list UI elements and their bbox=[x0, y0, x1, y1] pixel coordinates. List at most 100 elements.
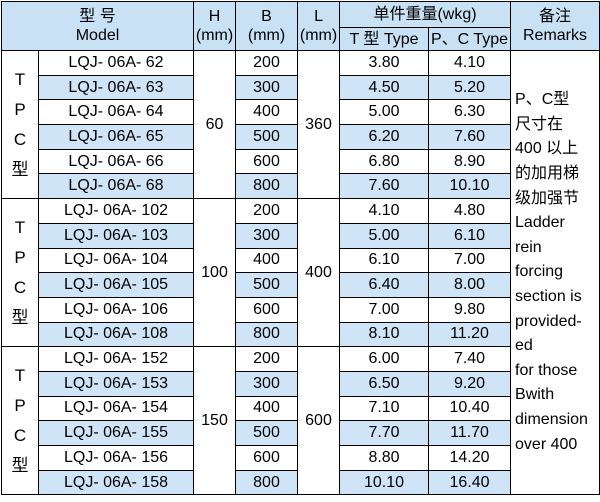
model-cell: LQJ- 06A- 152 bbox=[37, 346, 195, 372]
group-label-line: C bbox=[13, 277, 27, 297]
remarks-header: 备注 Remarks bbox=[510, 1, 600, 51]
table-row: LQJ- 06A- 156 600 8.80 14.20 bbox=[2, 445, 600, 471]
pc-weight-cell: 9.20 bbox=[428, 370, 512, 397]
model-cell: LQJ- 06A- 63 bbox=[37, 74, 195, 101]
table-row: LQJ- 06A- 63 300 4.50 5.20 bbox=[2, 74, 600, 101]
t-weight-cell: 6.20 bbox=[339, 124, 430, 150]
model-header: 型 号 Model bbox=[0, 1, 195, 51]
header-text: Remarks bbox=[523, 27, 588, 44]
b-cell: 400 bbox=[235, 99, 299, 126]
remarks-line: dimension bbox=[515, 410, 588, 428]
t-weight-cell: 4.50 bbox=[339, 74, 430, 101]
table-row: LQJ- 06A- 66 600 6.80 8.90 bbox=[2, 148, 600, 175]
remarks-line: section is bbox=[515, 287, 582, 305]
table-row: LQJ- 06A- 68 800 7.60 10.10 bbox=[2, 173, 600, 200]
table-row: LQJ- 06A- 105 500 6.40 8.00 bbox=[2, 272, 600, 298]
remarks-line: 的加用梯 bbox=[515, 165, 580, 183]
b-header: B (mm) bbox=[235, 1, 299, 51]
table-row: LQJ- 06A- 153 300 6.50 9.20 bbox=[2, 370, 600, 397]
table-row: T P C 型 LQJ- 06A- 152 150 200 600 6.00 7.40 bbox=[1, 346, 600, 496]
table-header: 型 号 Model H (mm) B (mm) L (mm) 单件重量(wkg) 备注 R… bbox=[0, 1, 600, 51]
pc-weight-cell: 16.40 bbox=[428, 469, 512, 496]
t-weight-cell: 8.10 bbox=[339, 321, 430, 348]
model-cell: LQJ- 06A- 102 bbox=[37, 198, 195, 224]
pc-weight-cell: 11.20 bbox=[428, 321, 512, 348]
b-cell: 300 bbox=[235, 222, 299, 249]
remarks-line: over 400 bbox=[515, 435, 578, 453]
header-text: (mm) bbox=[299, 27, 338, 44]
group-label-line: T bbox=[14, 365, 26, 385]
model-cell: LQJ- 06A- 62 bbox=[37, 50, 195, 76]
table-row: LQJ- 06A- 106 600 7.00 9.80 bbox=[2, 296, 600, 323]
pc-weight-cell: 8.00 bbox=[428, 272, 512, 298]
b-cell: 600 bbox=[235, 296, 299, 323]
header-text: B bbox=[261, 8, 272, 25]
t-weight-cell: 4.10 bbox=[339, 198, 430, 224]
t-weight-cell: 3.80 bbox=[339, 50, 430, 76]
remarks-line: provided- bbox=[515, 312, 582, 330]
header-text: 备注 bbox=[539, 8, 572, 25]
header-text: L bbox=[314, 8, 323, 25]
b-cell: 800 bbox=[235, 469, 299, 496]
t-weight-cell: 8.80 bbox=[339, 445, 430, 471]
t-weight-cell: 6.00 bbox=[339, 346, 430, 372]
table-row: LQJ- 06A- 158 800 10.10 16.40 bbox=[2, 469, 600, 496]
b-cell: 600 bbox=[235, 445, 299, 471]
remarks-line: ed bbox=[515, 337, 533, 355]
header-text: 型 号 bbox=[79, 8, 116, 25]
group-label-line: P bbox=[14, 395, 26, 415]
t-weight-cell: 5.00 bbox=[339, 222, 430, 249]
l-header: L (mm) bbox=[297, 1, 341, 51]
b-cell: 400 bbox=[235, 247, 299, 274]
pc-weight-cell: 7.00 bbox=[428, 247, 512, 274]
model-cell: LQJ- 06A- 64 bbox=[37, 99, 195, 126]
t-weight-cell: 6.80 bbox=[339, 148, 430, 175]
pc-weight-cell: 7.40 bbox=[428, 346, 512, 372]
model-cell: LQJ- 06A- 105 bbox=[37, 272, 195, 298]
header-text: (mm) bbox=[195, 27, 234, 44]
model-cell: LQJ- 06A- 106 bbox=[37, 296, 195, 323]
model-cell: LQJ- 06A- 103 bbox=[37, 222, 195, 249]
group-label-line: T bbox=[14, 217, 26, 237]
header-text: H bbox=[208, 8, 221, 25]
table-row: LQJ- 06A- 154 400 7.10 10.40 bbox=[2, 395, 600, 422]
l-cell: 360 bbox=[297, 49, 341, 200]
model-cell: LQJ- 06A- 104 bbox=[37, 247, 195, 274]
l-cell: 600 bbox=[297, 346, 341, 496]
pc-weight-cell: 14.20 bbox=[428, 445, 512, 471]
pc-weight-cell: 6.30 bbox=[428, 99, 512, 126]
b-cell: 500 bbox=[235, 420, 299, 446]
pc-weight-cell: 11.70 bbox=[428, 420, 512, 446]
group-label-line: 型 bbox=[11, 307, 29, 327]
model-cell: LQJ- 06A- 158 bbox=[37, 469, 195, 496]
remarks-line: P、C型 bbox=[515, 91, 570, 109]
pc-weight-cell: 10.10 bbox=[428, 173, 512, 200]
b-cell: 800 bbox=[235, 173, 299, 200]
group-label-line: 型 bbox=[11, 159, 29, 179]
header-text: Model bbox=[75, 27, 120, 44]
table-body: T P C 型 LQJ- 06A- 62 60 200 360 3.80 4.10 P、C型 尺寸在 4… bbox=[1, 49, 600, 496]
model-cell: LQJ- 06A- 154 bbox=[37, 395, 195, 422]
model-cell: LQJ- 06A- 68 bbox=[37, 173, 195, 200]
table-row: LQJ- 06A- 155 500 7.70 11.70 bbox=[2, 420, 600, 446]
remarks-line: for those bbox=[515, 361, 578, 379]
remarks-line: Ladder bbox=[515, 214, 565, 232]
group-label-line: C bbox=[13, 129, 27, 149]
group-label-line: 型 bbox=[11, 455, 29, 475]
t-weight-cell: 10.10 bbox=[339, 469, 430, 496]
table-row: T P C 型 LQJ- 06A- 62 60 200 360 3.80 4.10 P、C型 尺寸在 4… bbox=[1, 49, 600, 496]
t-weight-cell: 5.00 bbox=[339, 99, 430, 126]
remarks-line: forcing bbox=[515, 263, 564, 281]
t-weight-cell: 7.60 bbox=[339, 173, 430, 200]
t-weight-cell: 6.50 bbox=[339, 370, 430, 397]
pc-weight-cell: 4.10 bbox=[428, 50, 512, 76]
pc-type-header: P、C Type bbox=[428, 27, 512, 51]
table-row: LQJ- 06A- 64 400 5.00 6.30 bbox=[2, 99, 600, 126]
pc-weight-cell: 7.60 bbox=[428, 124, 512, 150]
remarks-cell: P、C型 尺寸在 400 以上 的加用梯 级加强节 Ladder rein forcing se… bbox=[510, 49, 600, 496]
h-cell: 150 bbox=[193, 346, 237, 496]
